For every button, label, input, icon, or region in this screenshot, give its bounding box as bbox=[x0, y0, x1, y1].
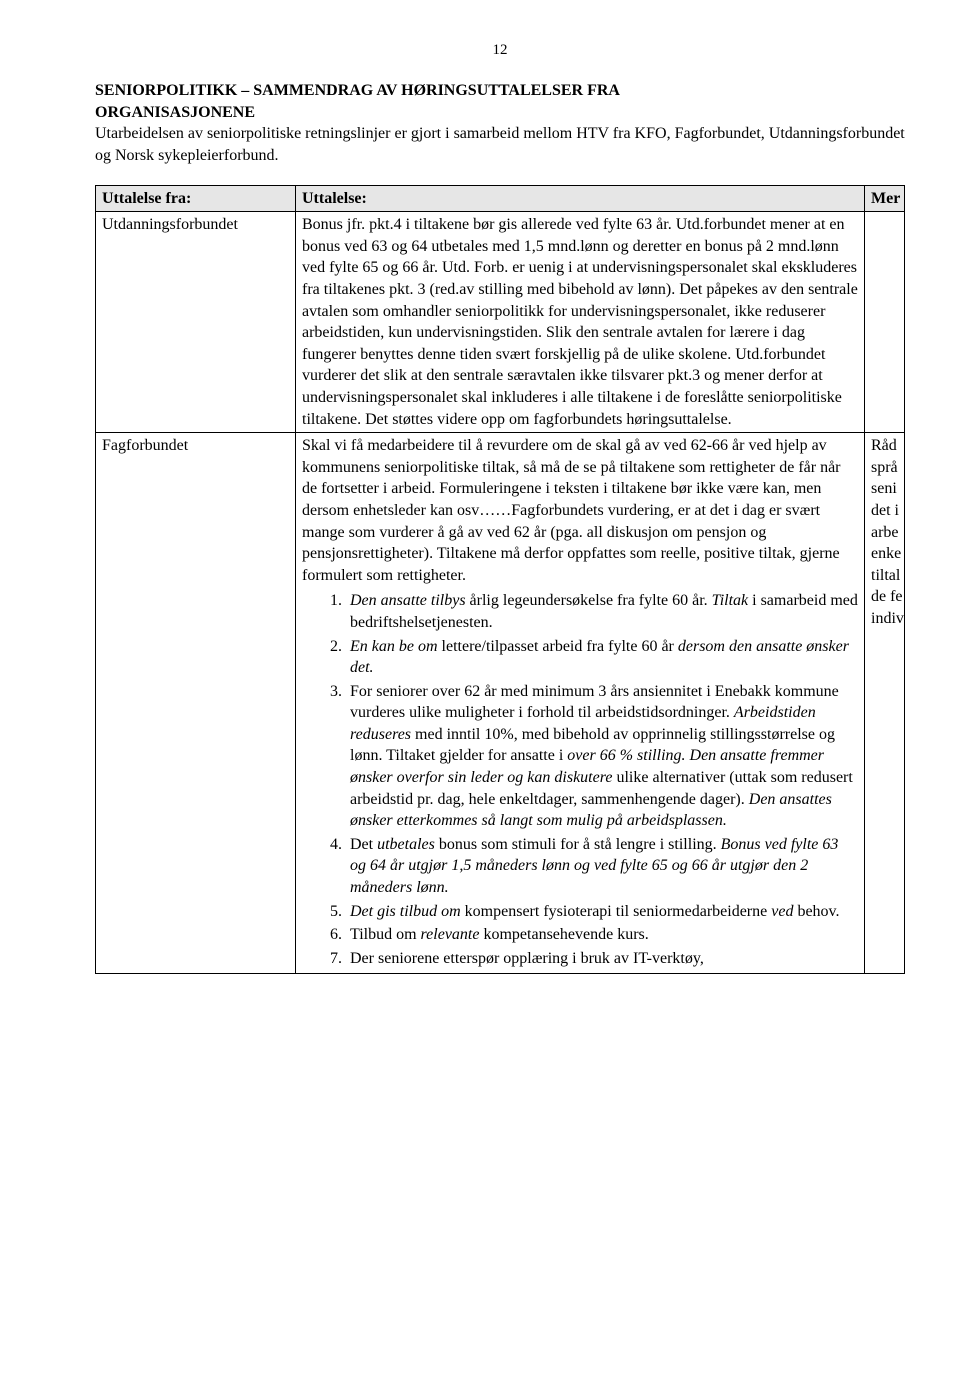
list-item: For seniorer over 62 år med minimum 3 år… bbox=[346, 681, 858, 832]
header-uttalelse: Uttalelse: bbox=[296, 185, 865, 212]
table-header-row: Uttalelse fra: Uttalelse: Mer bbox=[96, 185, 905, 212]
list-item: Det utbetales bonus som stimuli for å st… bbox=[346, 834, 858, 899]
cell-from: Utdanningsforbundet bbox=[96, 212, 296, 433]
mer-line: arbe bbox=[871, 524, 899, 541]
mer-line: det i bbox=[871, 502, 899, 519]
cell-uttalelse: Skal vi få medarbeidere til å revurdere … bbox=[296, 433, 865, 974]
mer-line: indiv bbox=[871, 610, 904, 627]
cell-merknad: Råd språ seni det i arbe enke tiltal de … bbox=[865, 433, 905, 974]
cell-from: Fagforbundet bbox=[96, 433, 296, 974]
document-intro: Utarbeidelsen av seniorpolitiske retning… bbox=[95, 123, 905, 166]
uttalelse-preamble: Skal vi få medarbeidere til å revurdere … bbox=[302, 437, 841, 584]
list-item: Tilbud om relevante kompetansehevende ku… bbox=[346, 924, 858, 946]
list-item: Det gis tilbud om kompensert fysioterapi… bbox=[346, 901, 858, 923]
title-line-1: SENIORPOLITIKK – SAMMENDRAG AV HØRINGSUT… bbox=[95, 82, 620, 99]
cell-merknad bbox=[865, 212, 905, 433]
header-merknad: Mer bbox=[865, 185, 905, 212]
mer-line: tiltal bbox=[871, 567, 900, 584]
header-from: Uttalelse fra: bbox=[96, 185, 296, 212]
list-item: En kan be om lettere/tilpasset arbeid fr… bbox=[346, 636, 858, 679]
statements-table: Uttalelse fra: Uttalelse: Mer Utdannings… bbox=[95, 185, 905, 975]
uttalelse-list: Den ansatte tilbys årlig legeundersøkels… bbox=[302, 590, 858, 969]
mer-line: de fe bbox=[871, 588, 903, 605]
page-number: 12 bbox=[95, 40, 905, 60]
document-title: SENIORPOLITIKK – SAMMENDRAG AV HØRINGSUT… bbox=[95, 80, 905, 123]
table-row: Utdanningsforbundet Bonus jfr. pkt.4 i t… bbox=[96, 212, 905, 433]
mer-line: språ bbox=[871, 459, 898, 476]
mer-line: seni bbox=[871, 480, 897, 497]
mer-line: Råd bbox=[871, 437, 897, 454]
cell-uttalelse: Bonus jfr. pkt.4 i tiltakene bør gis all… bbox=[296, 212, 865, 433]
title-line-2: ORGANISASJONENE bbox=[95, 104, 255, 121]
list-item: Den ansatte tilbys årlig legeundersøkels… bbox=[346, 590, 858, 633]
list-item: Der seniorene etterspør opplæring i bruk… bbox=[346, 948, 858, 970]
mer-line: enke bbox=[871, 545, 901, 562]
table-row: Fagforbundet Skal vi få medarbeidere til… bbox=[96, 433, 905, 974]
